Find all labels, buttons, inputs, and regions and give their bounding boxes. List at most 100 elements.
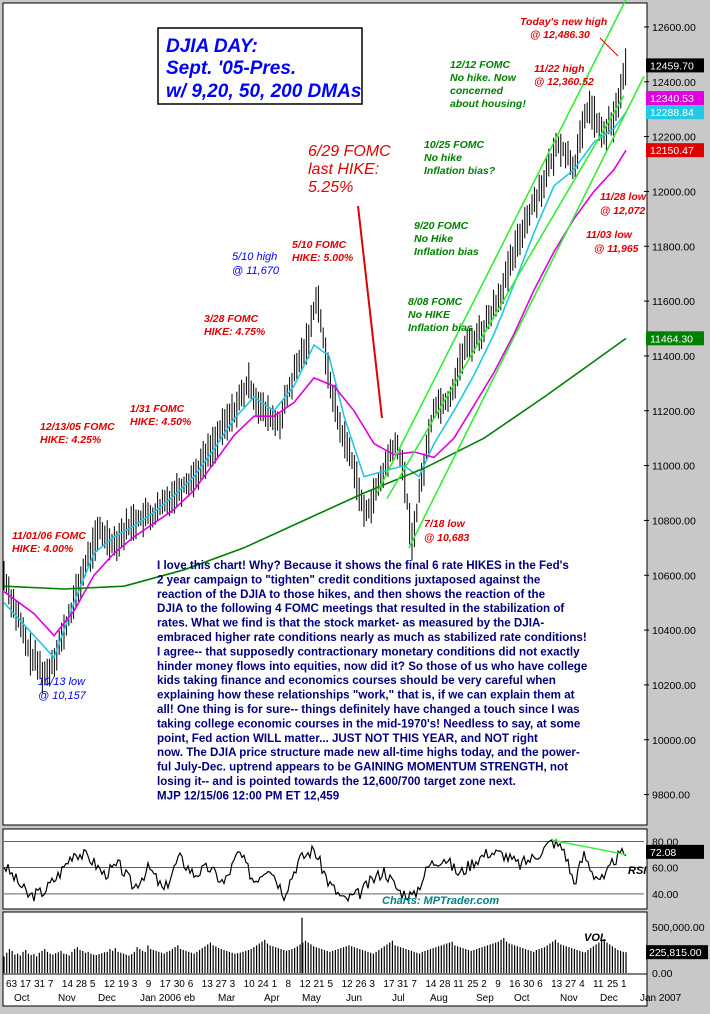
x-month-label: Oct (514, 993, 530, 1004)
x-day-label: 31 (34, 979, 46, 990)
x-axis-labels: 63 17 31 7 14 28 5 12 19 3 9 17 30 6 13 27 3 10 24 1 8 12 21 5 1… (6, 979, 682, 1004)
title-line-2: Sept. '05-Pres. (166, 58, 296, 79)
x-day-label: 27 (216, 979, 228, 990)
x-day-label: 17 (383, 979, 395, 990)
x-day-label: 6 (537, 979, 543, 990)
x-day-label: 14 (425, 979, 437, 990)
rsi-label: RSI (628, 865, 647, 877)
commentary-line: ful July-Dec. uptrend appears to be GAIN… (157, 761, 568, 774)
x-day-label: 1 (621, 979, 627, 990)
ann-1212-fomc-1: 12/12 FOMC (450, 59, 511, 71)
ann-131-fomc-2: HIKE: 4.50% (130, 416, 192, 428)
commentary-line: kids taking finance and economics course… (157, 674, 556, 687)
commentary-line: rates. What we find is that the stock ma… (157, 617, 544, 630)
commentary-line: point, Fed action WILL matter... JUST NO… (157, 732, 538, 745)
volume-value-tag: 225,815.00 (649, 947, 702, 959)
x-day-label: 12 (341, 979, 353, 990)
x-day-label: 28 (76, 979, 88, 990)
x-day-label: 8 (286, 979, 292, 990)
ann-1213-fomc-1: 12/13/05 FOMC (40, 421, 115, 433)
price-ytick-label: 9800.00 (652, 790, 690, 802)
x-month-label: Jan 2007 (640, 993, 682, 1004)
x-month-label: Dec (600, 993, 618, 1004)
volume-ytick-label: 500,000.00 (652, 922, 705, 934)
x-day-label: 7 (48, 979, 54, 990)
x-month-label: Oct (14, 993, 30, 1004)
price-panel (2, 2, 648, 826)
ann-1103-low-1: 11/03 low (586, 229, 633, 241)
commentary-line: losing it-- and is pointed towards the 1… (157, 775, 516, 788)
ann-1212-fomc-4: about housing! (450, 98, 526, 110)
ann-1101-fomc-2: HIKE: 4.00% (12, 543, 74, 555)
commentary-line: I agree-- that supposedly contractionary… (157, 645, 580, 658)
x-day-label: 3 (369, 979, 375, 990)
x-day-label: 28 (439, 979, 451, 990)
rsi-value-tag-bg (646, 844, 704, 859)
x-day-label: 11 (593, 979, 604, 990)
x-day-label: 30 (523, 979, 535, 990)
x-month-label: eb (184, 993, 196, 1004)
price-ytick-label: 12400.00 (652, 77, 696, 89)
ann-1122-high-1: 11/22 high (534, 63, 585, 75)
ann-328-fomc-2: HIKE: 4.75% (204, 326, 266, 338)
price-ytick-label: 10400.00 (652, 625, 696, 637)
x-day-label: 24 (258, 979, 270, 990)
x-month-label: May (302, 993, 321, 1004)
rsi-value-tag: 72.08 (650, 847, 676, 859)
price-ytick-label: 10000.00 (652, 735, 696, 747)
commentary-line: hinder money flows into equities, now di… (157, 660, 588, 673)
x-day-label: 5 (327, 979, 333, 990)
ma-line-dma20 (3, 149, 627, 637)
title-line-3: w/ 9,20, 50, 200 DMAs (166, 81, 361, 102)
ann-808-fomc-2: No HIKE (408, 309, 451, 321)
rsi-ytick-label: 40.00 (652, 889, 678, 901)
x-day-label: 11 (453, 979, 464, 990)
ann-718-low-2: @ 10,683 (424, 532, 469, 544)
trendlines-group (376, 0, 645, 549)
ann-today-high-1: Today's new high (520, 16, 607, 28)
x-day-label: 25 (607, 979, 619, 990)
price-ytick-label: 10200.00 (652, 680, 696, 692)
commentary-line: DJIA to the following 4 FOMC meetings th… (157, 602, 564, 615)
ann-1025-fomc-3: Inflation bias? (424, 165, 496, 177)
x-month-label: Nov (560, 993, 578, 1004)
commentary-line: I love this chart! Why? Because it shows… (157, 559, 569, 572)
volume-ytick-label: 0.00 (652, 968, 673, 980)
value-tag-label: 11464.30 (650, 333, 693, 345)
x-day-label: 12 (104, 979, 116, 990)
volume-value-tag-bg (646, 945, 708, 960)
ann-1122-high-2: @ 12,360.52 (534, 76, 594, 88)
x-month-label: Jul (392, 993, 405, 1004)
volume-group: 500,000.00 0.00 225,815.00 (3, 917, 708, 980)
ann-510-high-1: 5/10 high (232, 251, 277, 263)
price-ytick-label: 12200.00 (652, 132, 696, 144)
x-day-label: 17 (160, 979, 172, 990)
ann-1025-fomc-1: 10/25 FOMC (424, 139, 485, 151)
rsi-panel (2, 828, 648, 910)
x-day-label: 63 (6, 979, 18, 990)
ann-328-fomc-1: 3/28 FOMC (204, 313, 259, 325)
x-month-label: Jan 2006 (140, 993, 182, 1004)
trendline (386, 95, 625, 499)
price-ytick-label: 10600.00 (652, 570, 696, 582)
commentary-line: MJP 12/15/06 12:00 PM ET 12,459 (157, 789, 340, 802)
trendline (376, 0, 627, 494)
price-ytick-label: 11800.00 (652, 241, 695, 253)
ann-1013-low-1: 10/13 low (38, 676, 86, 688)
rsi-trendline (551, 839, 627, 856)
credits-label: Charts: MPTrader.com (382, 895, 499, 907)
annotations-group: Today's new high @ 12,486.30 12/12 FOMC … (12, 16, 647, 702)
value-tag-bg (646, 143, 704, 158)
commentary-block: I love this chart! Why? Because it shows… (157, 559, 588, 802)
price-value-tags: 12459.70 12340.53 12288.84 12150.47 11464.30 (646, 58, 704, 346)
ann-1212-fomc-3: concerned (450, 85, 504, 97)
x-day-label: 3 (132, 979, 138, 990)
ann-510-fomc-1: 5/10 FOMC (292, 239, 347, 251)
x-month-label: Mar (218, 993, 236, 1004)
commentary-line: now. The DJIA price structure made new a… (157, 746, 580, 759)
price-ytick-label: 11400.00 (652, 351, 695, 363)
commentary-line: explaining how these relationships "work… (157, 689, 575, 702)
x-month-label: Aug (430, 993, 448, 1004)
